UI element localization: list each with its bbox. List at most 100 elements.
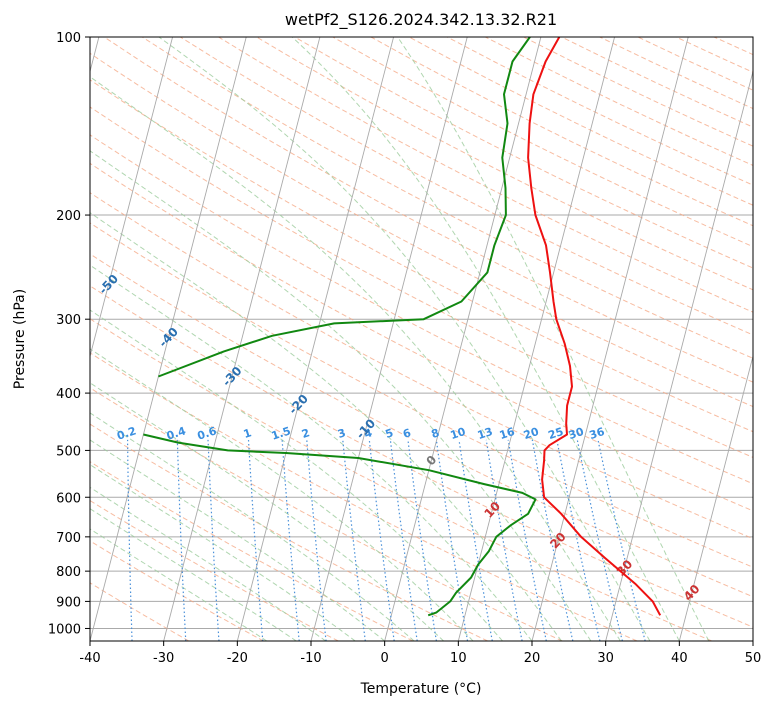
mixing-ratio-label: 0.2	[115, 424, 138, 442]
dry-adiabat	[90, 540, 264, 641]
dry-adiabat	[103, 37, 753, 383]
mixing-ratio-label: 5	[384, 426, 395, 441]
mixing-ratio-line	[556, 439, 601, 641]
dewpoint-profile-lower	[143, 433, 537, 617]
dry-adiabat	[408, 37, 753, 206]
moist-adiabat	[90, 348, 474, 641]
moist-adiabat	[90, 439, 385, 641]
dry-adiabat	[675, 37, 753, 73]
isotherm-label: -60	[35, 224, 60, 249]
isotherm-line	[605, 69, 753, 641]
mixing-ratio-line	[207, 439, 220, 641]
dry-adiabat	[90, 134, 753, 485]
y-tick-label: 300	[56, 313, 81, 328]
isotherm-line	[236, 37, 395, 641]
isotherm-label: -40	[156, 325, 181, 350]
moist-adiabat	[90, 76, 621, 641]
moist-adiabat	[90, 508, 297, 641]
y-tick-label: 900	[56, 595, 81, 610]
dry-adiabat	[90, 106, 753, 458]
mixing-ratio-line	[597, 439, 646, 641]
moist-adiabat	[90, 150, 592, 641]
chart-title: wetPf2_S126.2024.342.13.32.R21	[285, 10, 557, 30]
dry-adiabats	[90, 37, 753, 641]
isotherm-line	[457, 37, 616, 641]
mixing-ratio-line	[531, 439, 574, 641]
x-axis-label: Temperature (°C)	[360, 681, 482, 697]
mixing-ratio-label: 0.1	[69, 424, 92, 442]
mixing-ratio-label: 4	[363, 426, 375, 441]
moist-adiabat	[90, 528, 268, 641]
isotherm-label: -20	[286, 392, 311, 417]
isotherm-line	[752, 639, 753, 641]
y-axis: 100 200 300 400 500 600 700 800 900 1000	[48, 31, 90, 637]
mixing-ratio-line	[576, 439, 623, 641]
dry-adiabat	[523, 37, 753, 147]
mixing-ratio-line	[485, 439, 523, 641]
x-tick-label: -20	[227, 651, 248, 666]
dry-adiabat	[90, 387, 563, 641]
dry-adiabat	[90, 253, 753, 598]
mixing-ratio-line	[389, 439, 418, 641]
mixing-ratio-line	[306, 439, 327, 641]
y-tick-label: 400	[56, 387, 81, 402]
moist-adiabat	[90, 486, 326, 641]
dry-adiabat	[637, 37, 753, 91]
dry-adiabat	[90, 285, 753, 628]
mixing-ratio-label: 10	[449, 425, 468, 442]
y-tick-label: 500	[56, 444, 81, 459]
isotherm-line	[310, 37, 468, 641]
x-tick-label: -10	[300, 651, 321, 666]
moist-adiabat	[90, 412, 415, 641]
dry-adiabat	[90, 499, 339, 641]
x-tick-label: 0	[381, 651, 389, 666]
y-axis-label: Pressure (hPa)	[12, 289, 28, 389]
moist-adiabat	[90, 212, 562, 641]
moist-adiabat	[158, 37, 651, 641]
mixing-ratio-label: 36	[588, 425, 607, 442]
isotherms	[90, 37, 753, 641]
mixing-ratio-label: 13	[476, 425, 495, 442]
mixing-ratio-label: 30	[567, 425, 586, 442]
mixing-ratio-label: 6	[401, 426, 413, 441]
mixing-ratio-line	[176, 439, 187, 641]
dry-adiabat	[90, 52, 753, 408]
moist-adiabat	[90, 264, 533, 641]
mixing-ratio-label: 1.5	[270, 424, 293, 442]
x-tick-label: -30	[153, 651, 174, 666]
isotherm-label: 40	[681, 582, 703, 604]
isotherm-line	[163, 37, 321, 641]
plot-frame	[89, 36, 754, 642]
isotherm-label: 0	[423, 453, 439, 469]
isotherm-label: -50	[96, 272, 121, 297]
mixing-ratio-label: 16	[498, 425, 517, 442]
dry-adiabat	[90, 582, 190, 641]
moist-adiabat	[90, 309, 503, 641]
sounding-profiles	[143, 37, 662, 617]
mixing-ratio-line	[507, 439, 547, 641]
dry-adiabat	[370, 37, 753, 227]
isotherm-line	[90, 37, 174, 359]
mixing-ratio-line	[435, 439, 469, 641]
mixing-ratio-lines	[127, 439, 646, 641]
dry-adiabat	[90, 222, 753, 568]
isotherm-line	[90, 37, 247, 641]
mixing-ratio-label: 3	[336, 426, 347, 441]
dry-adiabat	[90, 423, 488, 641]
mixing-ratio-line	[127, 439, 133, 641]
isotherm-label: 10	[481, 499, 503, 521]
dewpoint-profile-upper	[158, 37, 531, 378]
isotherm-line	[678, 354, 753, 641]
x-tick-label: 10	[450, 651, 467, 666]
moist-adiabat	[291, 37, 680, 641]
mixing-ratio-line	[458, 439, 493, 641]
mixing-ratio-label: 25	[547, 425, 566, 442]
x-tick-label: -40	[79, 651, 100, 666]
mixing-ratio-label: 8	[430, 426, 441, 441]
dry-adiabat	[599, 37, 753, 110]
y-tick-label: 1000	[48, 622, 81, 637]
dry-adiabat	[90, 192, 753, 540]
isotherm-line	[531, 37, 689, 641]
mixing-ratio-line	[407, 439, 437, 641]
mixing-ratio-line	[247, 439, 264, 641]
